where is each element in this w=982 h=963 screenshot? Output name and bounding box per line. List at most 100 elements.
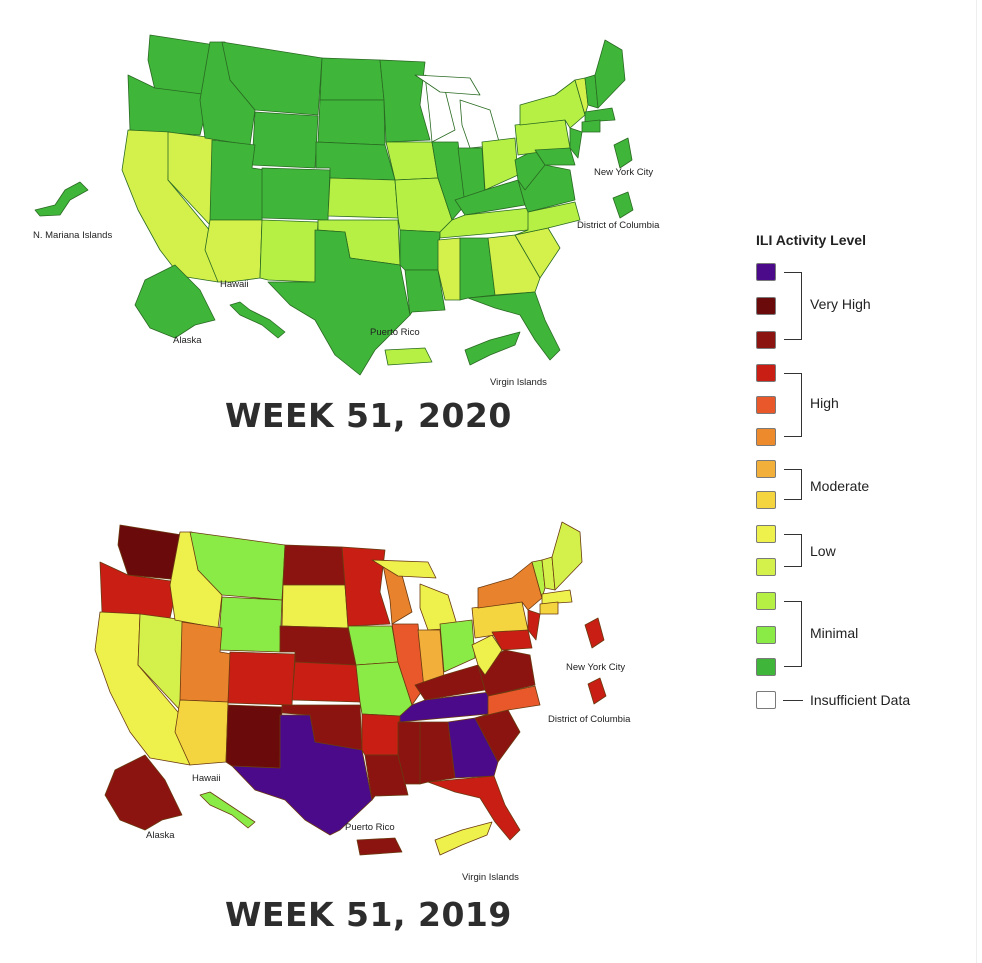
state-al bbox=[419, 721, 456, 785]
swatch-minimal-3 bbox=[756, 658, 776, 676]
state-md bbox=[491, 629, 533, 651]
map-2020: N. Mariana Islands Hawaii Alaska Puerto … bbox=[0, 20, 720, 460]
state-wa bbox=[117, 524, 183, 581]
state-ga bbox=[487, 234, 541, 296]
state-ct bbox=[581, 119, 601, 133]
state-me bbox=[551, 521, 583, 591]
label-hawaii: Hawaii bbox=[220, 279, 249, 290]
legend-label-minimal: Minimal bbox=[810, 625, 859, 641]
territory-hawaii bbox=[229, 301, 286, 339]
state-sd bbox=[281, 584, 349, 629]
state-ga bbox=[447, 717, 499, 779]
page-edge-line bbox=[976, 0, 977, 963]
state-md bbox=[534, 147, 576, 166]
state-ny bbox=[477, 561, 543, 611]
label-puerto-rico: Puerto Rico bbox=[345, 822, 395, 833]
state-me bbox=[594, 39, 626, 109]
state-ks bbox=[327, 177, 399, 219]
bracket-low bbox=[784, 534, 802, 567]
state-wy bbox=[217, 596, 283, 653]
swatch-very-high-3 bbox=[756, 331, 776, 349]
territory-hawaii bbox=[199, 791, 256, 829]
state-nc bbox=[474, 685, 541, 719]
state-mn bbox=[341, 546, 391, 627]
state-la bbox=[404, 269, 446, 316]
state-oh bbox=[439, 619, 476, 673]
label-dc: District of Columbia bbox=[577, 220, 660, 231]
swatch-high-3 bbox=[756, 428, 776, 446]
bracket-high bbox=[784, 373, 802, 437]
state-ks bbox=[291, 661, 361, 703]
state-ma bbox=[584, 107, 616, 123]
state-nd bbox=[282, 544, 346, 586]
inset-nyc bbox=[613, 137, 633, 169]
legend-label-moderate: Moderate bbox=[810, 478, 870, 494]
legend-label-high: High bbox=[810, 395, 839, 411]
territory-alaska bbox=[134, 264, 216, 339]
state-ar bbox=[361, 713, 401, 756]
state-tx bbox=[267, 229, 411, 376]
map-2019: Hawaii Alaska Puerto Rico Virgin Islands… bbox=[0, 500, 720, 960]
state-ms bbox=[397, 721, 421, 785]
label-hawaii: Hawaii bbox=[192, 773, 221, 784]
label-alaska: Alaska bbox=[146, 830, 175, 841]
state-nj bbox=[569, 127, 583, 159]
state-nm bbox=[259, 219, 319, 283]
state-sd bbox=[317, 99, 386, 146]
territory-mariana bbox=[34, 181, 89, 217]
label-alaska: Alaska bbox=[173, 335, 202, 346]
state-nj bbox=[527, 609, 541, 641]
label-nyc: New York City bbox=[594, 167, 654, 178]
legend-label-low: Low bbox=[810, 543, 836, 559]
swatch-low-1 bbox=[756, 525, 776, 543]
state-ms bbox=[437, 237, 461, 301]
territory-pr bbox=[356, 837, 403, 856]
legend-title: ILI Activity Level bbox=[756, 232, 866, 248]
state-ia bbox=[385, 141, 439, 181]
swatch-moderate-1 bbox=[756, 460, 776, 478]
state-nm bbox=[225, 704, 283, 769]
state-co bbox=[261, 167, 331, 221]
us-map-2019 bbox=[94, 521, 607, 856]
state-fl bbox=[467, 291, 561, 361]
label-virgin-islands: Virgin Islands bbox=[490, 377, 547, 388]
label-puerto-rico: Puerto Rico bbox=[370, 327, 420, 338]
swatch-very-high-1 bbox=[756, 263, 776, 281]
state-mt bbox=[221, 41, 323, 116]
swatch-high-1 bbox=[756, 364, 776, 382]
swatch-low-2 bbox=[756, 558, 776, 576]
legend-label-very-high: Very High bbox=[810, 296, 871, 312]
territory-vi bbox=[434, 821, 493, 856]
label-virgin-islands: Virgin Islands bbox=[462, 872, 519, 883]
state-nd bbox=[319, 57, 385, 101]
swatch-high-2 bbox=[756, 396, 776, 414]
inset-dc bbox=[612, 191, 634, 219]
state-co bbox=[227, 651, 296, 706]
territory-pr bbox=[384, 347, 433, 366]
legend: ILI Activity Level Very High High Modera… bbox=[752, 228, 972, 728]
insufficient-dash bbox=[783, 700, 803, 701]
state-fl bbox=[427, 775, 521, 841]
state-ia bbox=[347, 625, 399, 666]
state-mt bbox=[189, 531, 286, 601]
label-dc: District of Columbia bbox=[548, 714, 631, 725]
state-mi-up bbox=[414, 74, 481, 96]
bracket-very-high bbox=[784, 272, 802, 340]
swatch-minimal-2 bbox=[756, 626, 776, 644]
state-ar bbox=[399, 229, 441, 271]
map-title-2019: WEEK 51, 2019 bbox=[225, 895, 512, 934]
state-ct bbox=[539, 601, 559, 615]
us-map-2020 bbox=[34, 34, 634, 376]
state-la bbox=[364, 754, 409, 801]
swatch-moderate-2 bbox=[756, 491, 776, 509]
map-title-2020: WEEK 51, 2020 bbox=[225, 396, 512, 435]
state-ny bbox=[519, 79, 586, 129]
swatch-minimal-1 bbox=[756, 592, 776, 610]
label-nyc: New York City bbox=[566, 662, 626, 673]
state-mn bbox=[379, 59, 431, 143]
swatch-insufficient bbox=[756, 691, 776, 709]
swatch-very-high-2 bbox=[756, 297, 776, 315]
state-ma bbox=[541, 589, 573, 605]
state-wv bbox=[471, 634, 503, 676]
inset-nyc bbox=[584, 617, 605, 649]
